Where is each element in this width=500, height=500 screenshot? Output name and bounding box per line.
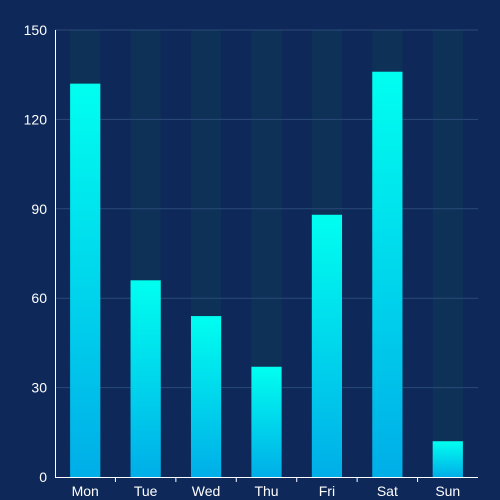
y-tick-label: 90 (31, 201, 47, 217)
x-tick-label: Thu (254, 483, 278, 499)
y-tick-label: 120 (24, 111, 48, 127)
bar-wed[interactable] (190, 316, 222, 477)
x-axis-ticks: Mon Tue Wed Thu Fri Sat Sun (72, 477, 460, 499)
axes (55, 30, 478, 478)
bar-thu[interactable] (251, 366, 282, 477)
bar-mon[interactable] (70, 83, 101, 477)
y-tick-label: 60 (31, 290, 47, 306)
x-tick-label: Mon (72, 483, 99, 499)
bar-sat[interactable] (372, 71, 403, 477)
bar-tue[interactable] (130, 280, 161, 477)
bar-sun[interactable] (432, 441, 463, 477)
x-tick-label: Wed (192, 483, 221, 499)
y-axis-ticks: 0 30 60 90 120 150 (24, 22, 48, 485)
shadow-bar (432, 30, 463, 477)
x-tick-label: Tue (134, 483, 158, 499)
bar-fri[interactable] (311, 214, 343, 477)
x-tick-label: Fri (319, 483, 335, 499)
y-tick-label: 30 (31, 380, 47, 396)
y-tick-label: 0 (39, 469, 47, 485)
x-tick-label: Sat (377, 483, 398, 499)
data-bars (70, 71, 463, 477)
y-tick-label: 150 (24, 22, 48, 38)
x-tick-label: Sun (435, 483, 460, 499)
